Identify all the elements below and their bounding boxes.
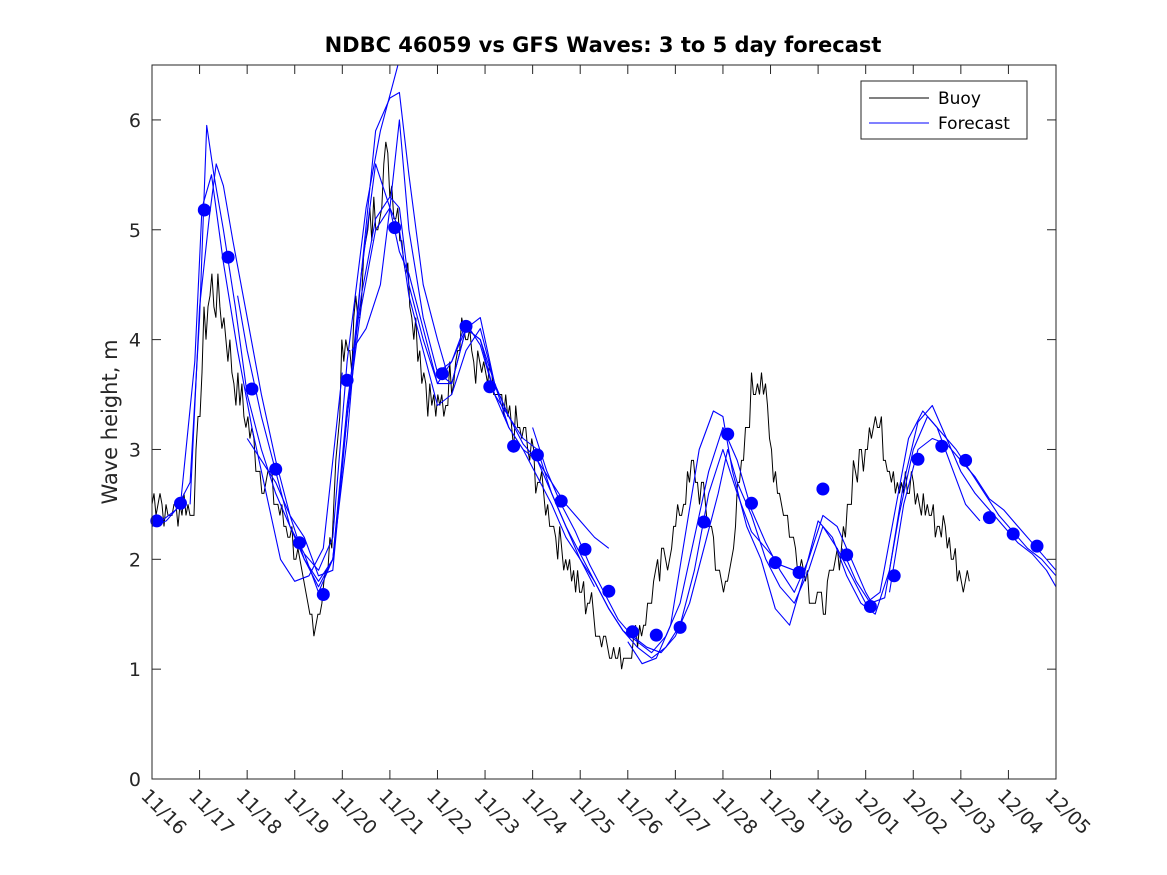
legend: Buoy Forecast	[860, 80, 1028, 140]
forecast-line-10	[627, 404, 1056, 665]
forecast-marker	[792, 566, 806, 579]
forecast-marker	[293, 536, 306, 550]
forecast-marker	[745, 496, 758, 510]
y-axis-label: Wave height, m	[98, 339, 122, 504]
forecast-line-6	[303, 196, 795, 659]
forecast-line-11	[841, 415, 1056, 604]
forecast-line-5	[246, 207, 595, 588]
forecast-marker	[816, 482, 830, 496]
legend-buoy-label: Buoy	[938, 89, 981, 109]
forecast-marker	[221, 250, 235, 264]
forecast-marker	[150, 514, 164, 528]
forecast-marker	[530, 448, 544, 462]
legend-box	[860, 80, 1028, 140]
forecast-marker	[721, 427, 735, 441]
forecast-line-3	[189, 91, 448, 582]
forecast-marker	[1030, 539, 1044, 553]
forecast-line-1	[152, 174, 343, 582]
y-tick-label: 3	[129, 439, 141, 461]
forecast-marker	[245, 382, 259, 396]
plot-area	[152, 65, 1056, 779]
forecast-series-group	[152, 65, 1056, 665]
plot-frame	[151, 64, 1057, 780]
y-tick-label: 4	[129, 330, 141, 352]
y-tick-label: 5	[129, 220, 141, 242]
chart-title: NDBC 46059 vs GFS Waves: 3 to 5 day fore…	[325, 33, 882, 57]
forecast-marker	[578, 542, 592, 556]
forecast-marker	[174, 496, 187, 510]
forecast-marker	[959, 453, 973, 467]
forecast-marker	[887, 569, 901, 583]
y-tick-label: 1	[129, 659, 141, 681]
forecast-marker-group	[150, 203, 1044, 642]
forecast-marker	[697, 515, 711, 529]
forecast-marker	[316, 588, 330, 601]
forecast-marker	[340, 373, 354, 387]
buoy-line	[152, 141, 970, 670]
forecast-marker	[507, 439, 521, 453]
forecast-marker	[673, 620, 687, 634]
y-tick-label: 6	[129, 110, 141, 132]
forecast-line-9	[532, 410, 981, 654]
forecast-marker	[982, 511, 996, 525]
forecast-marker	[863, 600, 877, 613]
y-tick-labels: 0 1 2 3 4 5 6	[129, 110, 141, 791]
legend-forecast-label: Forecast	[938, 114, 1010, 134]
forecast-marker	[435, 367, 449, 381]
forecast-marker	[459, 319, 473, 333]
forecast-marker	[602, 584, 616, 598]
forecast-marker	[626, 625, 639, 639]
forecast-marker	[911, 452, 925, 466]
forecast-marker	[483, 380, 497, 394]
buoy-series	[152, 141, 970, 670]
axis-ticks	[151, 65, 1057, 780]
forecast-marker	[649, 628, 663, 642]
y-tick-label: 2	[129, 549, 141, 571]
forecast-marker	[1006, 527, 1020, 541]
y-tick-label: 0	[129, 769, 141, 791]
forecast-line-4	[237, 163, 510, 588]
forecast-marker	[197, 203, 211, 217]
forecast-marker	[388, 221, 402, 235]
forecast-marker	[554, 494, 568, 508]
forecast-marker	[269, 462, 283, 476]
forecast-marker	[768, 556, 782, 570]
forecast-marker	[840, 548, 854, 562]
forecast-marker	[935, 439, 949, 453]
